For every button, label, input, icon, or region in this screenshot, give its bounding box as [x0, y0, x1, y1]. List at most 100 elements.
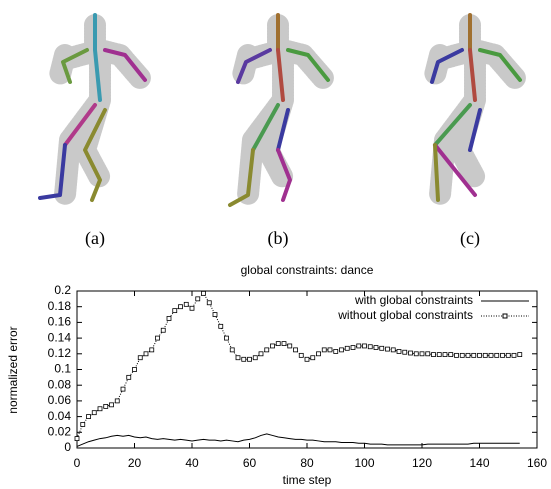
- marker: [356, 343, 362, 349]
- marker: [189, 305, 195, 311]
- marker: [488, 352, 494, 358]
- marker: [396, 349, 402, 354]
- y-tick-label: 0.04: [48, 409, 72, 423]
- panel-b: [228, 13, 328, 207]
- marker: [270, 343, 275, 349]
- series-line: [76, 433, 520, 447]
- marker: [448, 352, 454, 357]
- marker: [408, 350, 413, 356]
- legend-swatch: [502, 313, 508, 319]
- marker: [74, 436, 80, 441]
- x-tick-label: 100: [354, 456, 374, 470]
- x-tick-label: 20: [128, 456, 142, 470]
- marker: [333, 349, 339, 354]
- marker: [195, 296, 201, 302]
- marker: [304, 356, 310, 362]
- panel-c: [432, 13, 520, 200]
- marker: [160, 327, 166, 333]
- marker: [373, 345, 379, 350]
- marker: [235, 355, 241, 361]
- marker: [252, 355, 258, 361]
- marker: [224, 335, 229, 341]
- marker: [137, 355, 143, 361]
- marker: [454, 352, 459, 358]
- marker: [149, 347, 155, 353]
- x-axis-label: time step: [283, 473, 332, 487]
- marker: [120, 386, 126, 392]
- marker: [247, 356, 252, 362]
- x-tick-label: 120: [412, 456, 432, 470]
- marker: [201, 290, 206, 296]
- marker: [212, 312, 218, 317]
- y-tick-label: 0.02: [48, 424, 72, 438]
- marker: [293, 347, 298, 353]
- marker: [327, 347, 333, 353]
- x-tick-label: 140: [469, 456, 489, 470]
- panel-caption: (c): [460, 228, 480, 249]
- y-tick-label: 0.12: [48, 346, 72, 360]
- marker: [431, 352, 436, 357]
- marker: [344, 345, 350, 351]
- marker: [178, 304, 183, 310]
- marker: [500, 352, 505, 358]
- marker: [281, 341, 287, 346]
- y-tick-label: 0.06: [48, 393, 72, 407]
- marker: [264, 347, 270, 353]
- marker: [258, 351, 264, 357]
- marker: [103, 403, 109, 409]
- y-tick-label: 0.2: [54, 283, 71, 297]
- legend-label: with global constraints: [354, 293, 473, 307]
- marker: [385, 346, 390, 352]
- marker: [114, 398, 120, 404]
- marker: [477, 352, 482, 358]
- marker: [465, 352, 471, 358]
- panel-a: [38, 13, 145, 200]
- marker: [350, 345, 356, 350]
- marker: [459, 352, 465, 358]
- marker: [241, 356, 247, 362]
- panel-caption: (a): [85, 228, 105, 249]
- marker: [206, 300, 212, 306]
- marker: [339, 347, 344, 353]
- x-tick-label: 60: [243, 456, 257, 470]
- x-tick-label: 160: [527, 456, 547, 470]
- marker: [442, 352, 448, 357]
- marker: [494, 352, 500, 358]
- marker: [517, 352, 523, 357]
- marker: [183, 301, 189, 307]
- legend-label: without global constraints: [337, 308, 473, 322]
- x-tick-label: 80: [300, 456, 314, 470]
- marker: [390, 347, 396, 353]
- y-tick-label: 0.08: [48, 377, 72, 391]
- marker: [505, 352, 511, 358]
- marker: [310, 355, 316, 361]
- y-tick-label: 0.14: [48, 330, 72, 344]
- marker: [155, 335, 160, 341]
- marker: [298, 352, 304, 358]
- marker: [367, 344, 373, 350]
- x-tick-label: 40: [185, 456, 199, 470]
- y-axis-label: normalized error: [6, 326, 20, 413]
- marker: [511, 352, 517, 358]
- y-tick-label: 0.16: [48, 315, 72, 329]
- marker: [316, 351, 321, 357]
- marker: [321, 347, 327, 353]
- marker: [425, 351, 431, 357]
- marker: [436, 352, 442, 357]
- marker: [80, 422, 86, 427]
- y-tick-label: 0.18: [48, 299, 72, 313]
- marker: [413, 351, 419, 357]
- marker: [132, 367, 137, 372]
- marker: [143, 351, 149, 357]
- marker: [166, 316, 172, 321]
- y-tick-label: 0: [64, 440, 71, 454]
- marker: [91, 410, 97, 416]
- marker: [287, 343, 293, 349]
- marker: [482, 352, 488, 358]
- y-tick-label: 0.1: [54, 362, 71, 376]
- marker: [275, 341, 281, 346]
- marker: [172, 308, 178, 314]
- marker: [97, 406, 103, 412]
- chart-title: global constraints: dance: [241, 263, 374, 277]
